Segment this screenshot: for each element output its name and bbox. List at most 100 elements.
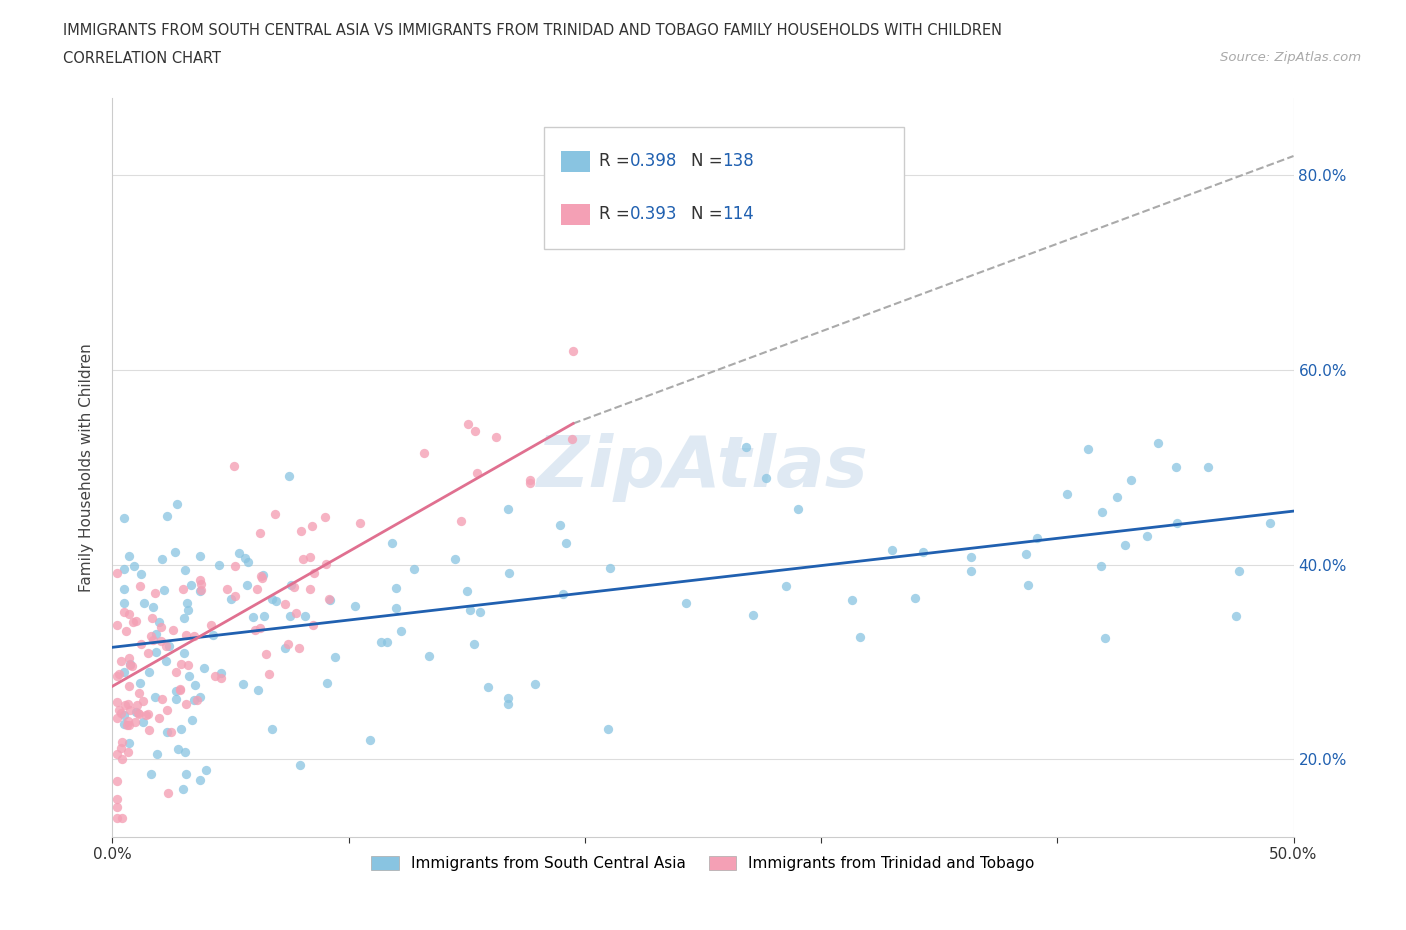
Text: N =: N =: [692, 206, 728, 223]
Point: [145, 644, 167, 659]
Point: [183, 692, 205, 707]
Point: [370, 634, 392, 649]
Point: [463, 636, 485, 651]
Point: [110, 654, 132, 669]
Point: [136, 645, 159, 660]
Point: [110, 741, 132, 756]
Point: [319, 592, 342, 607]
Point: [209, 671, 232, 685]
Point: [148, 711, 170, 725]
Point: [294, 608, 316, 623]
Point: [596, 722, 619, 737]
Point: [112, 562, 135, 577]
Point: [110, 734, 132, 749]
Point: [904, 591, 927, 605]
Point: [249, 569, 271, 584]
Point: [174, 766, 197, 781]
Point: [464, 424, 486, 439]
Point: [498, 501, 520, 516]
Point: [458, 603, 481, 618]
Point: [105, 668, 128, 683]
Point: [132, 694, 155, 709]
Point: [129, 637, 152, 652]
Text: Source: ZipAtlas.com: Source: ZipAtlas.com: [1220, 51, 1361, 64]
Point: [118, 702, 141, 717]
Point: [1077, 442, 1099, 457]
Point: [1091, 505, 1114, 520]
Point: [115, 718, 138, 733]
Point: [1017, 578, 1039, 592]
Point: [105, 618, 128, 632]
Point: [177, 658, 200, 672]
Point: [188, 689, 211, 704]
Point: [162, 622, 184, 637]
Point: [190, 577, 212, 591]
Point: [555, 535, 578, 550]
Point: [519, 472, 541, 487]
Point: [283, 579, 305, 594]
Point: [450, 514, 472, 529]
Point: [111, 810, 134, 825]
Point: [143, 586, 166, 601]
Point: [195, 763, 218, 777]
Point: [117, 697, 139, 711]
Point: [129, 579, 152, 594]
Point: [118, 549, 141, 564]
Point: [156, 509, 179, 524]
Point: [477, 680, 499, 695]
Point: [232, 677, 254, 692]
Point: [222, 458, 245, 473]
Point: [318, 591, 340, 606]
Point: [156, 702, 179, 717]
Point: [485, 430, 508, 445]
Point: [145, 626, 167, 641]
Point: [389, 623, 412, 638]
Point: [775, 578, 797, 593]
Point: [456, 584, 478, 599]
Point: [233, 551, 256, 565]
Point: [181, 712, 204, 727]
Point: [188, 573, 211, 588]
Text: N =: N =: [692, 153, 728, 170]
Point: [150, 551, 173, 566]
Point: [734, 440, 756, 455]
Text: IMMIGRANTS FROM SOUTH CENTRAL ASIA VS IMMIGRANTS FROM TRINIDAD AND TOBAGO FAMILY: IMMIGRANTS FROM SOUTH CENTRAL ASIA VS IM…: [63, 23, 1002, 38]
Point: [323, 649, 346, 664]
Text: ZipAtlas: ZipAtlas: [537, 432, 869, 502]
Point: [186, 693, 208, 708]
Point: [122, 558, 145, 573]
Text: CORRELATION CHART: CORRELATION CHART: [63, 51, 221, 66]
Point: [112, 665, 135, 680]
Point: [277, 636, 299, 651]
Point: [143, 690, 166, 705]
Point: [316, 675, 339, 690]
Point: [404, 562, 426, 577]
Point: [381, 536, 404, 551]
Point: [246, 582, 269, 597]
Point: [139, 766, 162, 781]
Point: [221, 591, 243, 606]
Point: [105, 695, 128, 710]
Point: [236, 578, 259, 592]
Point: [384, 601, 406, 616]
Point: [290, 524, 312, 538]
Point: [160, 724, 183, 739]
Point: [118, 679, 141, 694]
Point: [118, 651, 141, 666]
Point: [156, 724, 179, 739]
Point: [118, 657, 141, 671]
Point: [105, 711, 128, 725]
Point: [180, 578, 202, 592]
Point: [132, 715, 155, 730]
Point: [249, 621, 271, 636]
Point: [165, 692, 187, 707]
Text: 0.393: 0.393: [630, 206, 678, 223]
Text: R =: R =: [599, 153, 636, 170]
Point: [344, 599, 367, 614]
Point: [142, 600, 165, 615]
Point: [176, 595, 198, 610]
Point: [124, 714, 146, 729]
Point: [172, 581, 194, 596]
Point: [561, 432, 583, 447]
Text: 114: 114: [721, 206, 754, 223]
